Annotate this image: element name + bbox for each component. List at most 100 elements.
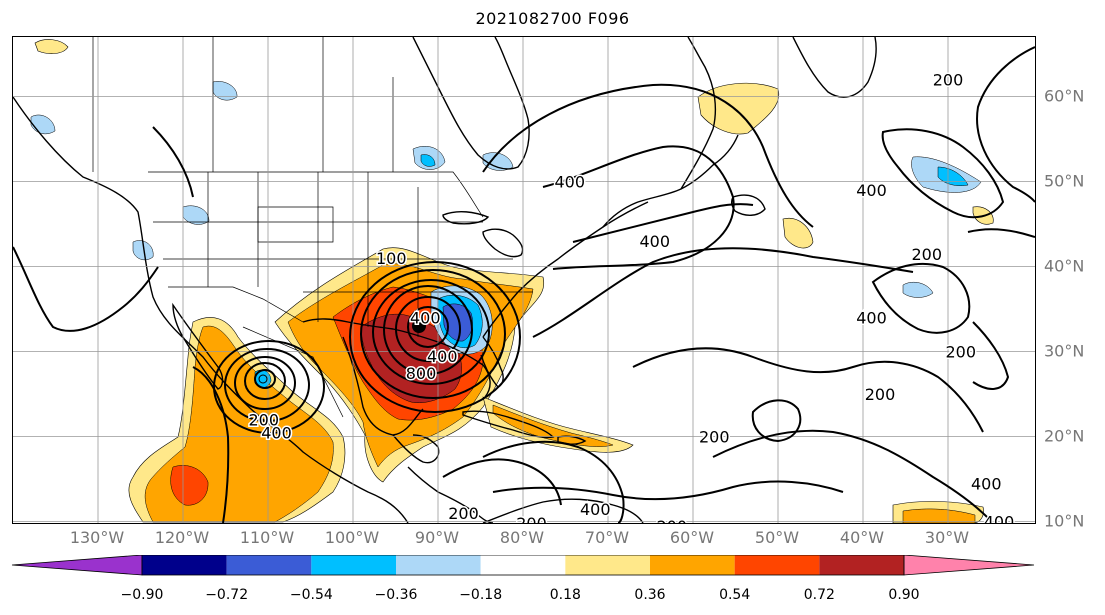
westus-cold-patch: [182, 205, 210, 225]
contour-200-west2: [152, 126, 194, 198]
na-west-coast: [13, 96, 409, 523]
contour-label: 200: [865, 385, 896, 404]
colorbar-tick-label: 0.90: [888, 587, 920, 603]
colorbar-tick-label: 0.18: [549, 587, 581, 603]
colorbar-box: [819, 555, 904, 575]
colorbar: [11, 555, 1035, 576]
contour-200-mexico: [192, 366, 230, 523]
longitude-label: 130°W: [69, 528, 125, 547]
contour-label: 200: [699, 428, 730, 447]
contour-label: 200: [945, 343, 976, 362]
state-line-9: [257, 206, 334, 243]
longitude-label: 80°W: [499, 528, 545, 547]
contour-200-west: [13, 246, 159, 332]
atlantic-warm-patch: [782, 217, 814, 249]
atlantic-cold-core: [937, 166, 969, 186]
contour-label: 400: [410, 309, 441, 328]
contour-labels: 4004004004004004008004002002002002002002…: [247, 69, 1016, 524]
contours: [13, 46, 1035, 523]
contour-label: 400: [856, 181, 887, 200]
shaded-fields: [30, 39, 994, 523]
atlantic-warm-sw-orange: [902, 508, 976, 523]
new-england-coast: [602, 134, 739, 228]
cold-anomaly-core: [442, 303, 473, 342]
longitude-label: 70°W: [584, 528, 630, 547]
contour-label: 200: [656, 517, 687, 523]
colorbar-box: [226, 555, 312, 575]
contour-label: 800: [406, 364, 437, 383]
colorbar-box: [565, 555, 650, 575]
storm-center-ida: [412, 319, 426, 333]
colorbar-box: [650, 555, 735, 575]
colorbar-extend-min: [11, 555, 143, 576]
map-canvas: 4004004004004004008004002002002002002002…: [13, 37, 1035, 523]
contour-label: 400: [984, 513, 1015, 524]
colorbar-box: [480, 555, 566, 575]
latitude-label: 60°N: [1044, 86, 1085, 105]
pacific-contour-4: [224, 348, 310, 422]
hudson-cold-patch: [212, 81, 238, 101]
colorbar-tick-label: 0.72: [803, 587, 835, 603]
contour-200-big-atlantic: [532, 247, 914, 338]
us-east-coast: [482, 201, 649, 338]
lake-superior: [442, 210, 490, 225]
contour-200-east-mid: [967, 228, 1035, 238]
contour-label: 200: [911, 245, 942, 264]
contour-label: 400: [856, 309, 887, 328]
ida-contour-3: [383, 285, 473, 375]
colorbar-tick-label: −0.72: [205, 587, 249, 603]
contour-label: 200: [933, 71, 964, 90]
colorbar-box: [311, 555, 396, 575]
atlantic-cold-small: [902, 282, 934, 298]
contour-400-ne2: [572, 203, 754, 243]
map-title: 2021082700 F096: [475, 9, 630, 28]
contour-label: 400: [261, 423, 292, 442]
latitude-label: 40°N: [1044, 256, 1085, 275]
longitude-label: 60°W: [669, 528, 715, 547]
contour-200-south: [492, 480, 844, 501]
gulf-coast: [302, 318, 491, 398]
contour-400-east: [881, 128, 1005, 219]
contour-label: 200: [516, 514, 547, 523]
colorbar-box: [396, 555, 481, 575]
ida-contour-4: [372, 279, 490, 385]
greenland-warm: [697, 82, 780, 135]
south-america-coast: [482, 498, 644, 523]
longitude-label: 50°W: [754, 528, 800, 547]
latitude-label: 30°N: [1044, 341, 1085, 360]
contour-400-neatlantic: [542, 145, 735, 270]
us-mexico-border: [168, 286, 304, 323]
longitude-label: 40°W: [839, 528, 885, 547]
contour-200-east-right: [972, 321, 1010, 390]
longitude-label: 30°W: [924, 528, 970, 547]
colorbar-box: [734, 555, 820, 575]
colorbar-box: [142, 555, 227, 575]
colorbar-tick-label: 0.54: [719, 587, 751, 603]
pnw-cold-patch: [30, 114, 56, 135]
labrador-coast: [680, 37, 717, 190]
colorbar-tick-label: −0.54: [289, 587, 333, 603]
us-canada-border: [148, 171, 484, 218]
contour-label: 200: [448, 504, 479, 523]
contour-400-south: [482, 440, 625, 523]
cuba: [462, 410, 555, 439]
contour-200-ne-corner: [976, 46, 1035, 203]
latitude-label: 10°N: [1044, 511, 1085, 530]
longitude-label: 100°W: [324, 528, 380, 547]
longitude-label: 90°W: [414, 528, 460, 547]
pacific-contour-5: [213, 340, 325, 434]
storm-center-pacific: [258, 374, 268, 384]
contour-label: 400: [554, 173, 585, 192]
colorbar-outline: [141, 555, 905, 576]
alaska-warm-patch: [34, 39, 69, 54]
contour-200-north: [482, 83, 814, 228]
central-america: [407, 466, 494, 523]
contour-200-lower: [712, 429, 994, 523]
great-lakes: [482, 228, 524, 258]
ida-contour-5: [360, 269, 506, 399]
contour-label: 400: [639, 232, 670, 251]
longitude-label: 110°W: [239, 528, 295, 547]
colorbar-tick-label: −0.18: [459, 587, 503, 603]
colorbar-tick-label: −0.90: [120, 587, 164, 603]
contour-label: 200: [248, 411, 279, 430]
